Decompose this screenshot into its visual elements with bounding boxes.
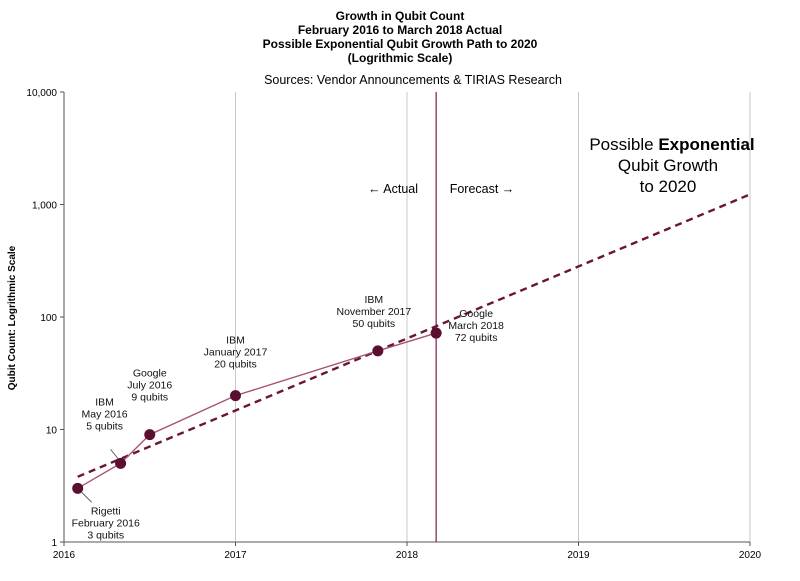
y-tick-label: 1,000 [32,201,57,212]
data-point-label: Rigetti [91,505,121,517]
data-point-label: 50 qubits [353,318,396,330]
chart-title-line-4: (Logrithmic Scale) [348,51,453,65]
data-point-label: March 2018 [448,320,504,332]
data-point-label: IBM [226,335,245,347]
forecast-label: Forecast → [450,182,515,196]
chart-title-line-2: February 2016 to March 2018 Actual [298,23,502,37]
data-point-label: 72 qubits [455,332,498,344]
y-tick-label: 100 [40,313,57,324]
x-tick-label: 2019 [567,550,590,561]
data-point-label: January 2017 [204,347,268,359]
data-point-label: Google [459,308,493,320]
growth-annotation-prefix: Possible [589,135,658,154]
data-point-label: February 2016 [72,517,140,529]
data-point-label: Google [133,368,167,380]
data-point-marker [230,390,241,402]
chart-subtitle: Sources: Vendor Announcements & TIRIAS R… [264,73,562,87]
growth-annotation-line-1: Possible Exponential [589,135,754,154]
x-tick-label: 2016 [53,550,76,561]
growth-annotation-line-3: to 2020 [640,177,697,196]
data-point-label: May 2016 [82,408,128,420]
data-point-marker [72,482,84,494]
y-tick-label: 10 [46,426,58,437]
x-tick-label: 2017 [224,550,247,561]
data-point-marker [372,345,384,357]
growth-annotation-bold: Exponential [658,135,754,154]
data-point-marker [430,327,442,339]
data-point-label: 9 qubits [131,392,168,404]
y-axis-label: Qubit Count: Logrithmic Scale [7,245,18,390]
data-point-leader-line [110,449,119,460]
data-point-label: IBM [95,396,114,408]
chart-title-line-3: Possible Exponential Qubit Growth Path t… [263,37,538,51]
actual-series-line [77,332,437,489]
tick-layer: 1 10 100 1,000 10,000 2016 2017 2018 2019 2020 [26,88,761,561]
chart-title-line-1: Growth in Qubit Count [336,9,465,23]
data-point-marker [144,429,156,441]
data-point-label: 5 qubits [86,420,123,432]
series-layer [72,92,751,542]
y-tick-label: 1 [51,538,57,549]
x-tick-label: 2020 [739,550,762,561]
actual-label: ← Actual [368,182,418,196]
data-point-label: 20 qubits [214,359,257,371]
x-tick-label: 2018 [396,550,419,561]
exponential-growth-dashed-line [77,193,751,478]
data-point-label: 3 qubits [87,529,124,541]
data-point-marker [115,457,127,469]
y-tick-label: 10,000 [26,88,57,99]
data-point-label: November 2017 [336,306,411,318]
grid-layer [235,92,751,542]
data-point-label: IBM [365,294,384,306]
data-point-label: July 2016 [127,380,172,392]
growth-annotation-line-2: Qubit Growth [618,156,718,175]
data-point-leader-line [81,492,93,503]
